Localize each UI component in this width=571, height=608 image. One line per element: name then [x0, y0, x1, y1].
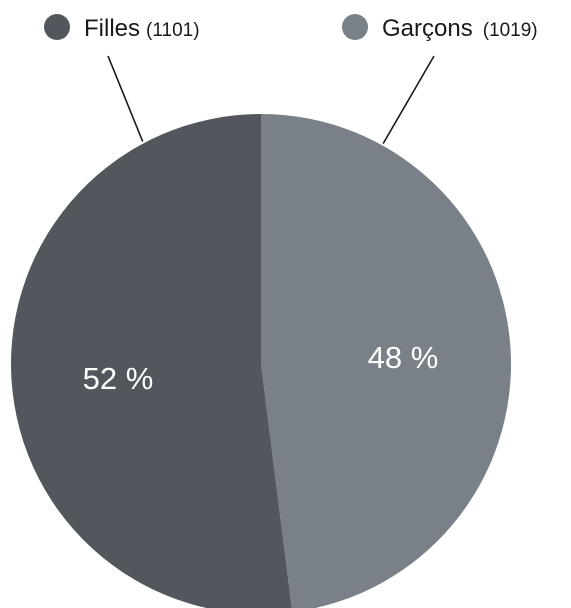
slices-layer	[11, 114, 511, 608]
pie-slice-filles	[11, 114, 292, 608]
legend-label-filles: Filles	[84, 15, 140, 42]
legend-label-garcons: Garçons	[382, 15, 473, 42]
legend-entry-garcons: Garçons (1019)	[342, 14, 538, 42]
legend-marker-garcons	[342, 14, 368, 40]
leader-lines	[107, 55, 435, 144]
legend-count-filles: (1101)	[146, 20, 200, 41]
legend-entry-filles: Filles (1101)	[44, 14, 200, 42]
legend-marker-filles	[44, 14, 70, 40]
legend-count-garcons: (1019)	[483, 20, 538, 41]
slice-value-label-filles: 52 %	[83, 361, 154, 396]
svg-text:Garçons(1019): Garçons (1019)	[382, 15, 538, 42]
leader-line-garcons	[382, 55, 435, 144]
svg-text:Filles(1101): Filles (1101)	[84, 15, 200, 42]
slice-value-label-garcons: 48 %	[368, 340, 439, 375]
pie-slice-garcons	[261, 114, 511, 608]
leader-line-filles	[107, 55, 144, 142]
